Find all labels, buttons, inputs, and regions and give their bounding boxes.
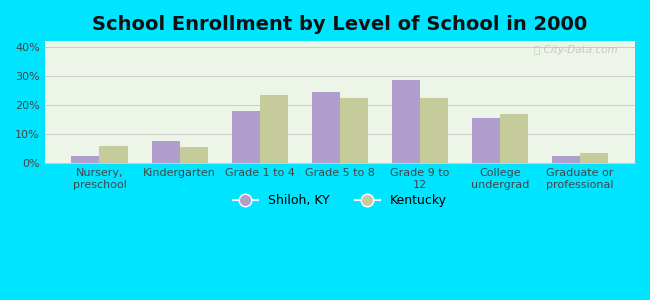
- Bar: [99, 146, 127, 163]
- Bar: [500, 114, 528, 163]
- Bar: [231, 111, 260, 163]
- Bar: [72, 156, 99, 163]
- Legend: Shiloh, KY, Kentucky: Shiloh, KY, Kentucky: [228, 189, 452, 212]
- Bar: [260, 95, 288, 163]
- Bar: [340, 98, 368, 163]
- Bar: [552, 156, 580, 163]
- Bar: [392, 80, 420, 163]
- Bar: [580, 153, 608, 163]
- Bar: [151, 142, 179, 163]
- Bar: [420, 98, 448, 163]
- Bar: [179, 147, 207, 163]
- Text: ⓘ City-Data.com: ⓘ City-Data.com: [534, 45, 618, 55]
- Bar: [472, 118, 500, 163]
- Title: School Enrollment by Level of School in 2000: School Enrollment by Level of School in …: [92, 15, 588, 34]
- Bar: [312, 92, 340, 163]
